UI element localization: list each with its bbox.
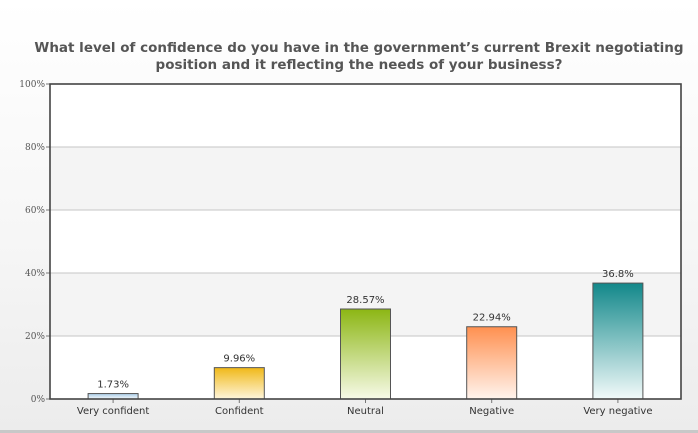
data-label: 22.94% [473,313,511,324]
x-tick-label: Very confident [77,406,150,417]
bar [340,308,391,400]
y-tick-label: 0% [31,395,46,405]
plot-frame [49,83,682,400]
grid-band [50,147,681,210]
y-tick-label: 20% [25,332,45,342]
data-label: 28.57% [346,295,384,306]
y-tick-label: 100% [19,80,45,90]
bottom-rule [0,430,698,433]
x-tick-label: Confident [215,406,264,417]
x-tick-label: Neutral [347,406,384,417]
data-label: 36.8% [602,269,634,280]
y-tick-label: 80% [25,143,45,153]
x-tick-label: Negative [469,406,514,417]
data-label: 9.96% [223,354,255,365]
chart-title: What level of confidence do you have in … [34,40,684,73]
bar [87,393,139,400]
bar [213,367,265,400]
bar [466,326,518,400]
bar [592,282,644,400]
y-tick-label: 60% [25,206,45,216]
y-tick-label: 40% [25,269,45,279]
x-tick-label: Very negative [583,406,652,417]
data-label: 1.73% [97,380,129,391]
